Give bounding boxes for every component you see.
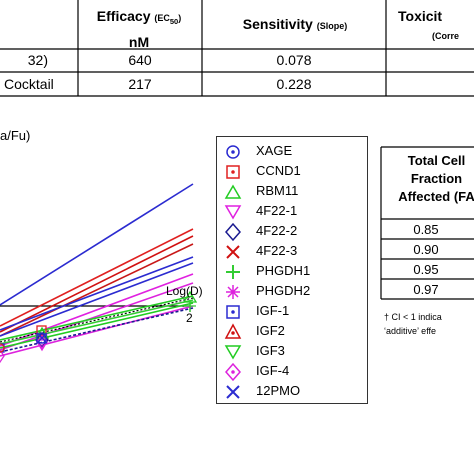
legend-label-ccnd1: CCND1 bbox=[256, 163, 301, 178]
legend-label-igf2: IGF2 bbox=[256, 323, 285, 338]
chart-plot bbox=[0, 183, 198, 364]
marker-right-phgdh1 bbox=[184, 300, 196, 312]
line-igf2 bbox=[0, 243, 194, 337]
marker-left-igf-4 bbox=[0, 348, 5, 364]
legend-marker-4f22-1 bbox=[224, 205, 242, 220]
legend-label-phgdh2: PHGDH2 bbox=[256, 283, 311, 298]
legend-marker-ccnd1 bbox=[226, 165, 240, 179]
row-2-sensitivity: 0.228 bbox=[276, 76, 312, 92]
top-table-grid bbox=[0, 0, 474, 97]
marker-igf-4 bbox=[36, 334, 48, 350]
row-1-sensitivity: 0.078 bbox=[276, 52, 312, 68]
line-12pmo bbox=[0, 262, 194, 337]
line-4f22-2 bbox=[0, 307, 194, 353]
legend-label-igf-4: IGF-4 bbox=[256, 363, 290, 378]
line-4f22-3 bbox=[0, 235, 194, 333]
marker-igf-1 bbox=[36, 333, 47, 344]
marker-cluster-right bbox=[182, 290, 198, 312]
note-line-1: † CI < 1 indica bbox=[384, 312, 442, 322]
fa-value-4: 0.97 bbox=[413, 282, 439, 297]
legend-label-12pmo: 12PMO bbox=[256, 383, 301, 398]
x-tick-label: 2 bbox=[186, 311, 193, 325]
legend-marker-phgdh2 bbox=[226, 285, 240, 299]
line-4f22-1 bbox=[0, 273, 194, 347]
fa-value-1: 0.85 bbox=[413, 222, 439, 237]
marker-12pmo bbox=[36, 332, 48, 344]
marker-ccnd1 bbox=[36, 325, 47, 336]
legend-marker-4f22-3 bbox=[226, 245, 240, 259]
header-toxicity: Toxicit (Corre bbox=[398, 8, 460, 41]
right-table-header: Total Cell Fraction Affected (FA bbox=[398, 153, 474, 204]
fa-value-2: 0.90 bbox=[413, 242, 439, 257]
legend-label-4f22-2: 4F22-2 bbox=[256, 223, 298, 238]
marker-left-xage bbox=[0, 343, 5, 353]
row-1-label: 32) bbox=[27, 52, 48, 68]
legend-label-rbm11: RBM11 bbox=[256, 183, 299, 198]
legend-box bbox=[216, 136, 368, 404]
legend-marker-igf2 bbox=[224, 323, 242, 339]
legend-marker-igf-1 bbox=[226, 305, 240, 319]
legend-marker-phgdh1 bbox=[226, 265, 240, 279]
right-table-grid bbox=[380, 146, 474, 300]
legend-marker-4f22-2 bbox=[225, 222, 241, 242]
marker-cluster-left bbox=[0, 343, 5, 364]
legend-marker-igf-4 bbox=[225, 362, 241, 382]
legend-marker-igf3 bbox=[224, 345, 242, 360]
header-efficacy: Efficacy (EC50) nM bbox=[96, 8, 182, 50]
marker-cluster-mid bbox=[34, 325, 50, 352]
legend-label-igf3: IGF3 bbox=[256, 343, 285, 358]
line-igf-4 bbox=[0, 305, 194, 357]
header-sensitivity: Sensitivity (Slope) bbox=[242, 16, 348, 32]
row-1-efficacy: 640 bbox=[128, 52, 152, 68]
note-line-2: ‘additive’ effe bbox=[384, 326, 437, 336]
line-igf-1 bbox=[0, 256, 194, 331]
legend-label-4f22-1: 4F22-1 bbox=[256, 203, 298, 218]
legend-marker-xage bbox=[226, 145, 240, 159]
legend-label-phgdh1: PHGDH1 bbox=[256, 263, 311, 278]
row-2-label: Cocktail bbox=[4, 76, 54, 92]
line-phgdh1 bbox=[0, 299, 194, 345]
line-xage bbox=[0, 183, 194, 306]
fa-value-3: 0.95 bbox=[413, 262, 439, 277]
legend-label-4f22-3: 4F22-3 bbox=[256, 243, 298, 258]
line-rbm11 bbox=[0, 295, 194, 341]
line-igf3 bbox=[0, 302, 194, 349]
row-2-efficacy: 217 bbox=[128, 76, 152, 92]
legend-markers bbox=[224, 145, 242, 399]
line-ccnd1 bbox=[0, 228, 194, 327]
legend-label-xage: XAGE bbox=[256, 143, 293, 158]
legend-marker-12pmo bbox=[226, 385, 240, 399]
legend-label-igf-1: IGF-1 bbox=[256, 303, 290, 318]
legend-marker-rbm11 bbox=[224, 184, 242, 199]
line-black-dotted bbox=[0, 297, 194, 343]
x-axis-label: Log(D) bbox=[166, 284, 203, 298]
line-phgdh2 bbox=[0, 282, 194, 351]
y-axis-label: a/Fu) bbox=[0, 128, 31, 143]
